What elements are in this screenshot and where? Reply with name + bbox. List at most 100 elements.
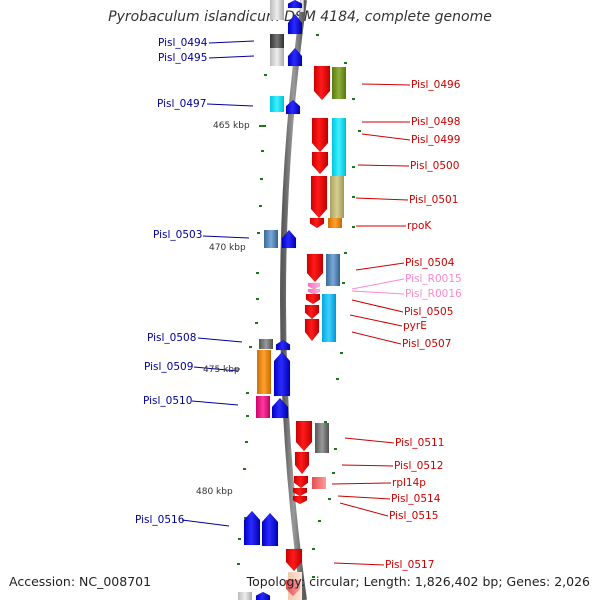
gene-label-pisl-r0015[interactable]: Pisl_R0015 — [405, 273, 462, 285]
leader-line — [202, 235, 250, 239]
leader-line — [331, 482, 392, 485]
position-tick — [238, 538, 241, 540]
gene-label-pisl-0507[interactable]: Pisl_0507 — [402, 338, 451, 350]
gene-label-pisl-r0016[interactable]: Pisl_R0016 — [405, 288, 462, 300]
gene-label-pisl-0516[interactable]: Pisl_0516 — [135, 514, 185, 526]
position-tick — [324, 421, 327, 423]
position-tick — [312, 548, 315, 550]
position-tick — [316, 34, 319, 36]
gene-arrow-pisl-0499[interactable] — [311, 151, 329, 175]
gene-arrow-pisl-0514[interactable] — [292, 487, 308, 497]
gene-label-pisl-0512[interactable]: Pisl_0512 — [394, 460, 443, 472]
scale-label-465kbp: 465 kbp — [213, 121, 250, 131]
position-tick — [237, 563, 240, 565]
gene-arrow-pisl-0493[interactable] — [287, 0, 303, 9]
position-tick — [259, 205, 262, 207]
position-tick — [246, 392, 249, 394]
feature-block — [259, 339, 273, 349]
gene-arrow-pisl-0511[interactable] — [295, 420, 313, 452]
gene-label-pisl-0515[interactable]: Pisl_0515 — [389, 510, 438, 522]
gene-arrow-pisl-0494[interactable] — [287, 13, 303, 35]
gene-arrow-pisl-0498[interactable] — [311, 117, 329, 153]
gene-arrow-pisl-0516[interactable] — [261, 512, 279, 547]
position-tick — [352, 226, 355, 228]
gene-label-pisl-0500[interactable]: Pisl_0500 — [410, 160, 459, 172]
position-ticks — [237, 6, 361, 578]
gene-label-pisl-0503[interactable]: Pisl_0503 — [153, 229, 202, 241]
position-tick — [244, 517, 247, 519]
gene-label-pisl-0508[interactable]: Pisl_0508 — [147, 332, 196, 344]
gene-label-pisl-0510[interactable]: Pisl_0510 — [143, 395, 192, 407]
gene-arrow-pisl-0515[interactable] — [292, 495, 308, 505]
feature-block — [330, 176, 344, 218]
leader-line — [351, 290, 405, 295]
gene-arrow-pisl-0505-a[interactable] — [305, 293, 321, 305]
leader-line — [333, 562, 385, 566]
scale-label-475kbp: 475 kbp — [203, 365, 240, 375]
gene-label-pisl-0494[interactable]: Pisl_0494 — [158, 37, 208, 49]
gene-arrow-pisl-0518[interactable] — [255, 591, 271, 600]
gene-arrow-pisl-0496[interactable] — [313, 65, 331, 101]
gene-arrow-pisl-r0015[interactable] — [307, 282, 321, 290]
gene-label-pisl-0501[interactable]: Pisl_0501 — [409, 194, 458, 206]
gene-arrow-pisl-r0016[interactable] — [307, 288, 321, 295]
gene-arrow-pisl-0509[interactable] — [273, 351, 291, 397]
feature-block — [264, 230, 278, 248]
gene-arrow-pisl-0504[interactable] — [306, 253, 324, 283]
leader-line — [208, 40, 255, 44]
feature-block — [332, 118, 346, 176]
gene-arrows — [243, 0, 331, 600]
position-tick — [261, 150, 264, 152]
topology-text: Topology: circular; Length: 1,826,402 bp… — [246, 574, 590, 589]
gene-label-pisl-0517[interactable]: Pisl_0517 — [385, 559, 434, 571]
gene-label-pisl-0505[interactable]: Pisl_0505 — [404, 306, 453, 318]
gene-label-pisl-0514[interactable]: Pisl_0514 — [391, 493, 441, 505]
gene-label-pisl-0509[interactable]: Pisl_0509 — [144, 361, 193, 373]
gene-arrow-pisl-0512[interactable] — [294, 451, 310, 475]
position-tick — [340, 352, 343, 354]
gene-label-pisl-0497[interactable]: Pisl_0497 — [157, 98, 206, 110]
gene-label-pisl-0499[interactable]: Pisl_0499 — [411, 134, 460, 146]
gene-arrow-pisl-0510[interactable] — [271, 397, 289, 419]
feature-block — [257, 350, 271, 394]
leader-line — [341, 464, 394, 467]
position-tick — [243, 468, 246, 470]
leader-line — [181, 519, 230, 527]
gene-arrow-pisl-0497[interactable] — [285, 99, 301, 115]
feature-block — [328, 218, 342, 228]
gene-arrow-pisl-0518b[interactable] — [285, 579, 301, 597]
feature-block — [312, 477, 326, 489]
gene-arrow-pisl-0505[interactable] — [304, 304, 320, 320]
gene-label-pisl-0498[interactable]: Pisl_0498 — [411, 116, 460, 128]
gene-arrow-rpok[interactable] — [309, 217, 325, 229]
position-tick — [245, 441, 248, 443]
position-tick — [334, 448, 337, 450]
gene-arrow-pisl-0503[interactable] — [281, 229, 297, 249]
leader-line — [193, 366, 239, 372]
leader-line — [361, 133, 411, 141]
leader-line — [197, 337, 243, 343]
gene-arrow-pisl-0517[interactable] — [285, 548, 303, 572]
gene-arrow-pyre[interactable] — [304, 318, 320, 342]
gene-label-rpok[interactable]: rpoK — [407, 220, 432, 232]
gene-label-pisl-0511[interactable]: Pisl_0511 — [395, 437, 444, 449]
gene-label-pisl-0496[interactable]: Pisl_0496 — [411, 79, 461, 91]
gene-arrow-pisl-0500[interactable] — [310, 175, 328, 219]
position-tick — [328, 498, 331, 500]
leader-line — [351, 278, 405, 290]
gene-arrow-pisl-0495[interactable] — [287, 47, 303, 67]
gene-label-pisl-0504[interactable]: Pisl_0504 — [405, 257, 455, 269]
gene-label-pisl-0495[interactable]: Pisl_0495 — [158, 52, 207, 64]
position-tick — [344, 62, 347, 64]
gene-label-rpl14p[interactable]: rpl14p — [392, 477, 426, 489]
feature-block — [270, 34, 284, 48]
gene-arrow-pisl-0508[interactable] — [275, 339, 291, 351]
position-tick — [257, 232, 260, 234]
gene-label-pyre[interactable]: pyrE — [403, 320, 427, 332]
gene-arrow-rpl14p[interactable] — [293, 475, 309, 489]
gene-arrow-pisl-0516-a[interactable] — [243, 510, 261, 546]
position-tick — [264, 74, 267, 76]
leader-line — [355, 262, 405, 271]
